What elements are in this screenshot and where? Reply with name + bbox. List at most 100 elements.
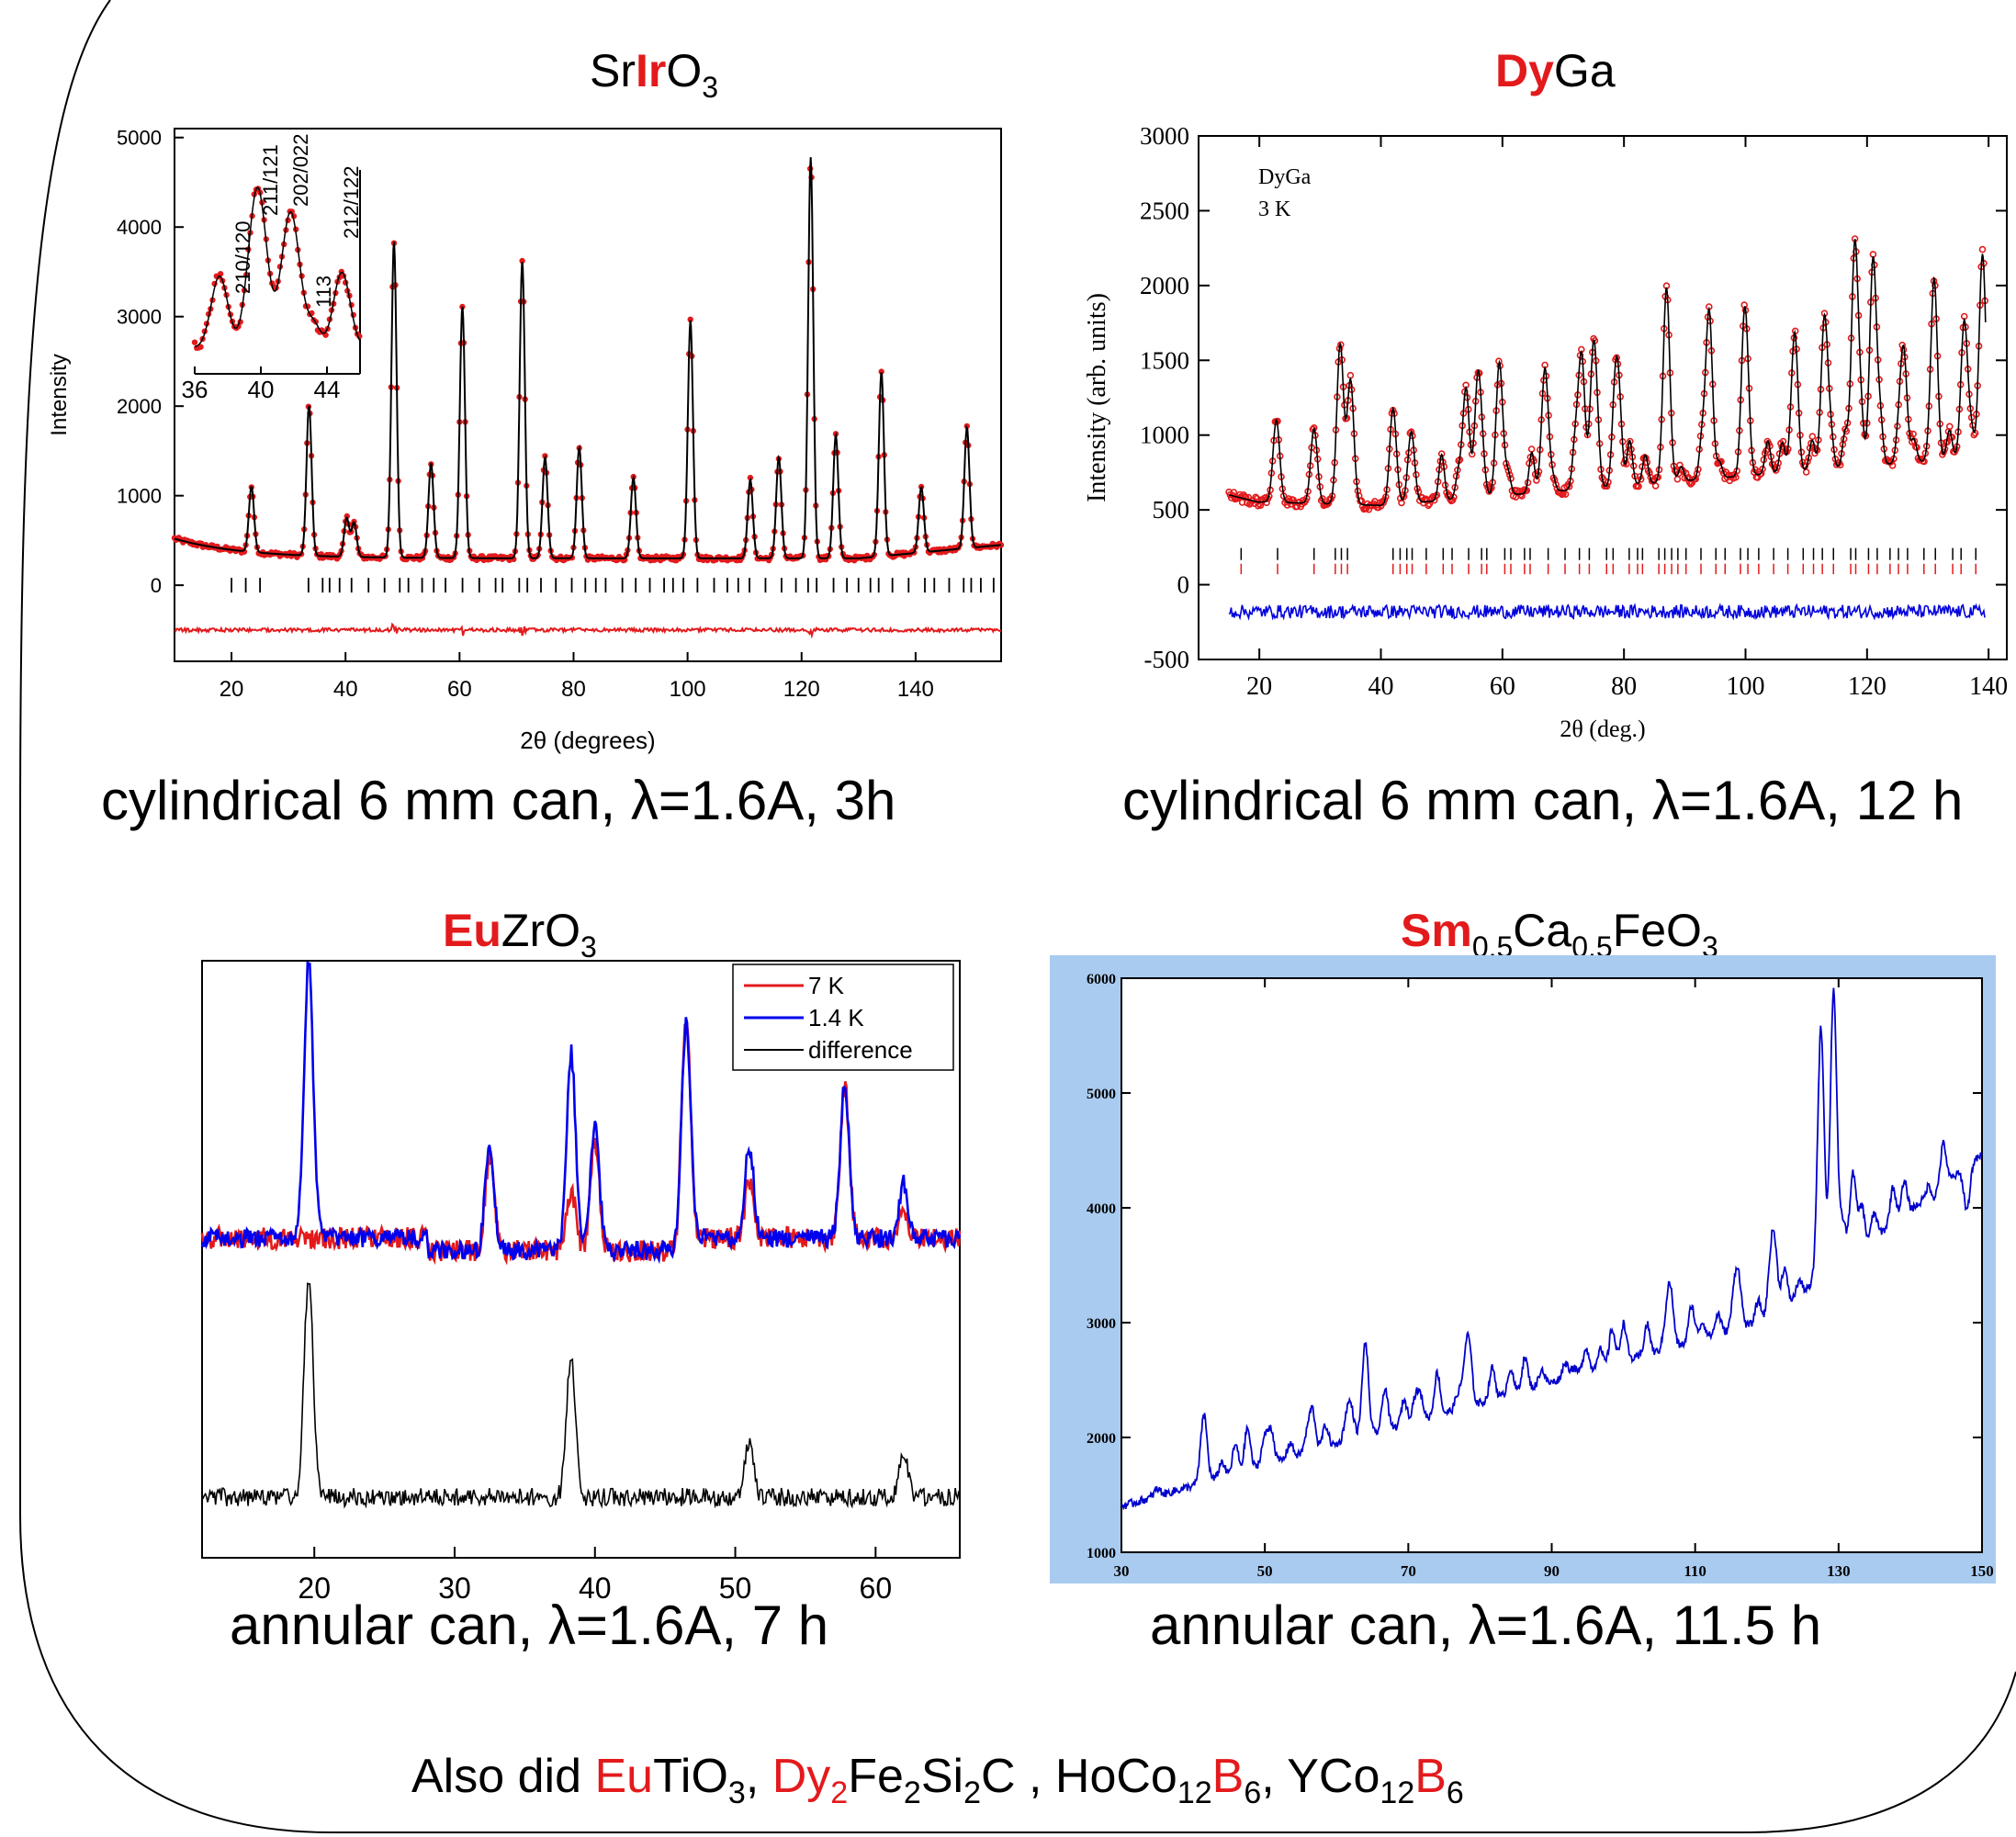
observed-point	[1407, 428, 1415, 436]
y-tick-label: 2000	[117, 395, 162, 418]
panel3-caption: annular can, λ=1.6A, 7 h	[230, 1595, 829, 1656]
observed-point	[1437, 450, 1446, 457]
panel2-caption: cylindrical 6 mm can, λ=1.6A, 12 h	[1122, 770, 1964, 831]
y-tick-label: 500	[1153, 496, 1190, 524]
observed-point	[1230, 489, 1238, 496]
x-tick-label: 140	[897, 677, 934, 702]
bragg-ticks	[1240, 547, 1977, 575]
x-tick-label: 60	[1490, 672, 1515, 701]
observed-point	[1561, 490, 1570, 498]
y-tick-label: 3000	[1087, 1316, 1116, 1332]
x-tick-label: 20	[220, 677, 244, 702]
y-tick-label: 2500	[1140, 197, 1189, 224]
y-tick-label: 1500	[1140, 346, 1189, 374]
inset-peak-label: 113	[312, 276, 335, 308]
title-text: Ca	[1513, 905, 1572, 956]
footer-part: B	[1211, 1750, 1245, 1803]
observed-point	[747, 474, 754, 481]
panel4-title: Sm0.5Ca0.5FeO3	[1401, 905, 1718, 962]
observed-point	[1527, 445, 1536, 453]
footer-part: 2	[903, 1775, 921, 1810]
x-tick-label: 70	[1401, 1562, 1416, 1580]
title-text: Ga	[1553, 45, 1616, 96]
x-tick-label: 50	[1257, 1562, 1273, 1580]
observed-point	[1978, 245, 1987, 254]
observed-point	[1673, 475, 1682, 483]
footer-part: B	[1414, 1750, 1447, 1803]
plot-frame	[1198, 135, 2008, 660]
footer-part: 3	[727, 1775, 746, 1810]
observed-point	[878, 368, 884, 375]
title-subscript: 3	[702, 71, 719, 104]
chart-sriro3: 20 40 60 80 100 120 140 0 1000 2000 3000 4000 5000 36…	[47, 127, 1005, 754]
x-tick-label: 150	[1970, 1562, 1994, 1580]
x-tick-label: 40	[579, 1572, 612, 1605]
bragg-ticks	[231, 578, 995, 593]
panel2-title: DyGa	[1495, 48, 1616, 94]
calculated-line	[174, 157, 1001, 559]
x-tick-label: 90	[1544, 1562, 1560, 1580]
x-tick-label: 20	[298, 1572, 331, 1605]
title-highlight: Eu	[443, 905, 501, 956]
observed-point	[1380, 499, 1387, 507]
y-tick-label: 1000	[1087, 1546, 1116, 1561]
footer-part: 6	[1446, 1775, 1464, 1810]
panel4-caption: annular can, λ=1.6A, 11.5 h	[1150, 1595, 1822, 1656]
y-tick-label: 4000	[117, 216, 162, 239]
x-tick-label: 30	[438, 1572, 471, 1605]
chart-dyga: 20 40 60 80 100 120 140 -500 0 500 1000 1500 2000 250…	[1083, 122, 2008, 742]
pattern-line	[1121, 987, 1983, 1511]
plot-area	[1121, 977, 1983, 1553]
observed-point	[1909, 430, 1917, 438]
footer-part: 2	[963, 1775, 981, 1810]
x-tick-label: 60	[447, 677, 472, 702]
x-tick-label: 100	[1726, 672, 1764, 701]
legend-label-7k: 7 K	[808, 972, 845, 999]
footer-note: Also did EuTiO3, Dy2Fe2Si2C , HoCo12B6, …	[411, 1750, 1464, 1809]
series-line-2	[201, 1282, 961, 1509]
y-tick-label: 2000	[1087, 1431, 1116, 1447]
legend-label-1-4k: 1.4 K	[808, 1004, 864, 1031]
x-tick-label: 80	[561, 677, 586, 702]
x-tick-label: 20	[1246, 672, 1272, 701]
observed-point	[519, 257, 525, 265]
title-highlight: Dy	[1495, 45, 1554, 96]
observed-point	[963, 423, 970, 430]
inset-point	[288, 208, 295, 215]
observed-point	[1346, 371, 1355, 379]
footer-part: C , HoCo	[981, 1750, 1177, 1803]
observed-point	[542, 453, 548, 459]
inset-peak-label: 202/022	[289, 133, 312, 207]
inset-point	[217, 271, 224, 277]
y-tick-label: 3000	[117, 306, 162, 329]
legend: 7 K 1.4 K difference	[732, 964, 954, 1071]
y-tick-label: 5000	[117, 127, 162, 150]
title-highlight: Ir	[636, 45, 667, 96]
footer-prefix: Also did	[411, 1750, 595, 1803]
title-text: ZrO	[501, 905, 580, 956]
inset-point	[191, 339, 198, 345]
title-subscript: 3	[580, 930, 597, 964]
observed-point	[1802, 468, 1810, 476]
x-tick-label: 60	[860, 1572, 893, 1605]
inset-peak-label: 211/121	[259, 144, 282, 216]
footer-formulas: EuTiO3, Dy2Fe2Si2C , HoCo12B6, YCo12B6	[594, 1750, 1463, 1809]
observed-point	[1945, 423, 1954, 431]
x-tick-label: 140	[1969, 672, 2008, 701]
observed-point	[1651, 482, 1660, 490]
footer-part: 2	[830, 1775, 849, 1810]
title-text: Sr	[590, 45, 636, 96]
x-tick-label: 120	[1848, 672, 1886, 701]
inset-peak-label: 212/122	[340, 165, 363, 239]
plot-frame	[201, 960, 961, 1559]
y-tick-label: 0	[1177, 571, 1190, 599]
x-axis-label: 2θ (degrees)	[520, 727, 655, 754]
footer-part: , YCo	[1261, 1750, 1380, 1803]
footer-part: Dy	[771, 1750, 831, 1803]
inset-x-tick-label: 44	[314, 376, 341, 403]
y-tick-label: 4000	[1087, 1201, 1116, 1217]
calculated-line	[1228, 239, 1987, 506]
chart-smcafeo3: 30 50 70 90 110 130 150 1000 2000 3000 4000 5000 600…	[1087, 972, 1994, 1580]
